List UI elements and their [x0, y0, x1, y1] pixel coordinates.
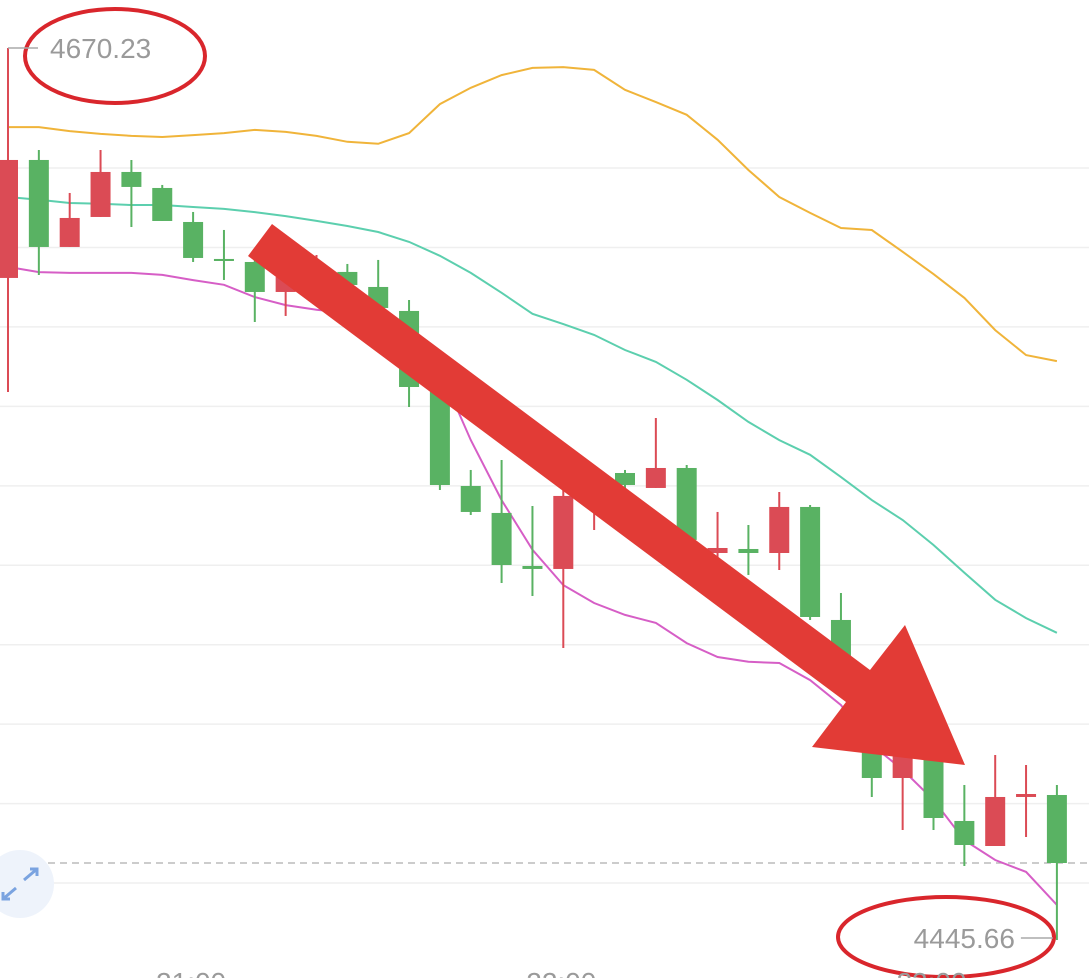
- indicator-line: [8, 66, 1058, 363]
- labels: 4670.23 4445.66 21:00 22:00 23:00: [8, 33, 1053, 978]
- candle-body: [676, 467, 697, 540]
- trend-arrow: [248, 224, 965, 765]
- candle-body: [28, 159, 49, 247]
- annotations: [0, 7, 1056, 978]
- icon-background: [0, 850, 54, 918]
- candle-body: [769, 506, 790, 553]
- max-label: 4670.23: [50, 33, 151, 64]
- candle-body: [985, 796, 1006, 846]
- candle-body: [59, 217, 80, 247]
- candle-body: [645, 467, 666, 488]
- grid: [0, 167, 1089, 884]
- candle-body: [213, 258, 234, 261]
- highlight-ellipse: [836, 895, 1056, 978]
- candle-body: [429, 387, 450, 485]
- candle-body: [152, 187, 173, 221]
- indicator-line: [7, 196, 1058, 634]
- candle-body: [0, 159, 18, 278]
- candle-body: [121, 171, 142, 187]
- candle-body: [244, 261, 265, 292]
- candle-body: [522, 565, 543, 569]
- min-label: 4445.66: [914, 923, 1015, 954]
- candle-body: [800, 506, 821, 617]
- candle-body: [954, 820, 975, 846]
- highlight-ellipse: [23, 7, 207, 105]
- candle-body: [707, 547, 728, 553]
- expand-icon[interactable]: [0, 850, 54, 918]
- x-tick-label: 22:00: [526, 967, 596, 978]
- candles: [0, 47, 1067, 941]
- candle-body: [553, 495, 574, 569]
- candle-body: [491, 512, 512, 565]
- candle-body: [1016, 793, 1037, 797]
- candle-body: [923, 759, 944, 818]
- candle-body: [1046, 794, 1067, 863]
- expand-glyph: [1, 867, 39, 901]
- candle-body: [615, 472, 635, 485]
- x-tick-label: 23:00: [896, 967, 966, 978]
- candle-body: [183, 221, 204, 258]
- candle-body: [90, 171, 111, 217]
- candle-body: [460, 485, 481, 512]
- x-tick-label: 21:00: [156, 967, 226, 978]
- candle-body: [738, 548, 759, 553]
